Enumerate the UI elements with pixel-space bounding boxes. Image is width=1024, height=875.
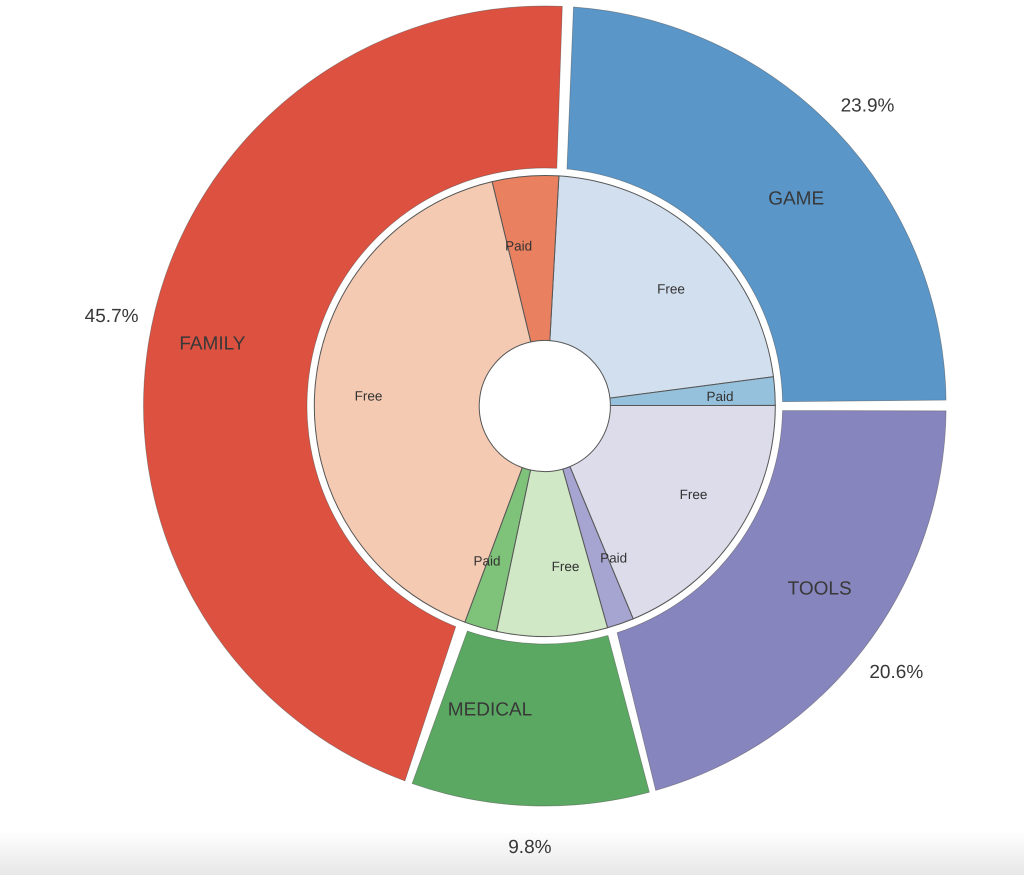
svg-text:GAME: GAME (768, 189, 824, 210)
svg-text:9.8%: 9.8% (508, 837, 551, 858)
svg-text:20.6%: 20.6% (869, 662, 923, 683)
svg-text:Free: Free (355, 388, 383, 403)
svg-text:MEDICAL: MEDICAL (448, 699, 532, 720)
svg-text:FAMILY: FAMILY (179, 334, 245, 355)
svg-text:Paid: Paid (706, 389, 733, 404)
svg-text:Paid: Paid (473, 553, 500, 568)
svg-text:Paid: Paid (505, 239, 532, 254)
svg-text:Free: Free (657, 281, 685, 296)
svg-text:TOOLS: TOOLS (788, 578, 852, 599)
svg-text:23.9%: 23.9% (841, 95, 895, 116)
svg-text:Free: Free (680, 487, 708, 502)
svg-text:Free: Free (552, 559, 580, 574)
svg-text:Paid: Paid (600, 551, 627, 566)
svg-text:45.7%: 45.7% (85, 306, 139, 327)
